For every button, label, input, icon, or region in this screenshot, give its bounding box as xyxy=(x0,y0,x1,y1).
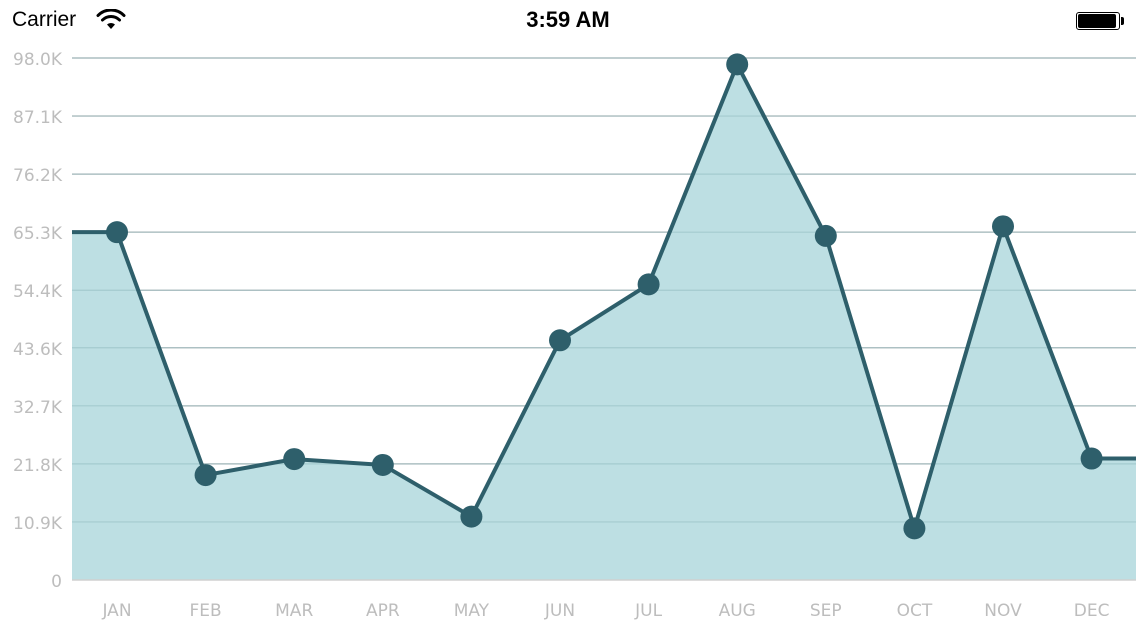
x-tick-labels: JAN FEB MAR APR MAY JUN JUL AUG SEP OCT NOV DEC xyxy=(101,601,1109,621)
y-tick-label: 32.7K xyxy=(13,398,63,418)
y-tick-labels: 0 10.9K 21.8K 32.7K 43.6K 54.4K 65.3K 76.2K 87.1… xyxy=(13,50,63,592)
data-point-nov xyxy=(992,215,1014,238)
y-tick-label: 21.8K xyxy=(13,456,63,476)
battery-icon xyxy=(1076,12,1124,30)
data-point-aug xyxy=(726,53,749,76)
series-line xyxy=(72,62,1136,531)
data-point-feb xyxy=(194,464,217,487)
y-tick-label: 54.4K xyxy=(13,282,63,302)
data-point-mar xyxy=(283,448,306,471)
x-tick-label: MAY xyxy=(454,601,490,621)
x-tick-label: AUG xyxy=(719,601,756,621)
x-tick-label: DEC xyxy=(1074,601,1110,621)
data-points xyxy=(106,53,1103,540)
data-point-may xyxy=(460,505,483,528)
data-point-jun xyxy=(549,329,571,352)
y-tick-label: 0 xyxy=(51,572,62,592)
data-point-oct xyxy=(903,517,926,540)
carrier-label: Carrier xyxy=(12,8,77,31)
y-tick-label: 10.9K xyxy=(13,514,63,534)
x-tick-label: JUL xyxy=(634,601,662,621)
x-tick-label: JAN xyxy=(101,601,131,621)
y-tick-label: 43.6K xyxy=(13,340,63,360)
x-tick-label: FEB xyxy=(190,601,222,621)
series-area-fill xyxy=(72,64,1136,580)
x-tick-label: APR xyxy=(366,601,400,621)
data-point-jan xyxy=(106,221,128,244)
gridlines-overlay xyxy=(72,57,1136,523)
x-tick-label: MAR xyxy=(275,601,313,621)
x-tick-label: NOV xyxy=(984,601,1022,621)
data-point-apr xyxy=(371,453,394,476)
data-point-jul xyxy=(637,273,660,296)
data-point-sep xyxy=(814,224,837,247)
status-bar: Carrier 3:59 AM xyxy=(0,0,1136,40)
y-tick-label: 76.2K xyxy=(13,166,63,186)
data-point-dec xyxy=(1080,447,1103,470)
x-tick-label: JUN xyxy=(544,601,575,621)
x-tick-label: SEP xyxy=(810,601,842,621)
x-tick-label: OCT xyxy=(897,601,933,621)
wifi-icon xyxy=(96,9,126,29)
y-tick-label: 87.1K xyxy=(13,108,63,128)
status-time: 3:59 AM xyxy=(526,7,610,32)
y-tick-label: 65.3K xyxy=(13,224,63,244)
y-tick-label: 98.0K xyxy=(13,50,63,70)
